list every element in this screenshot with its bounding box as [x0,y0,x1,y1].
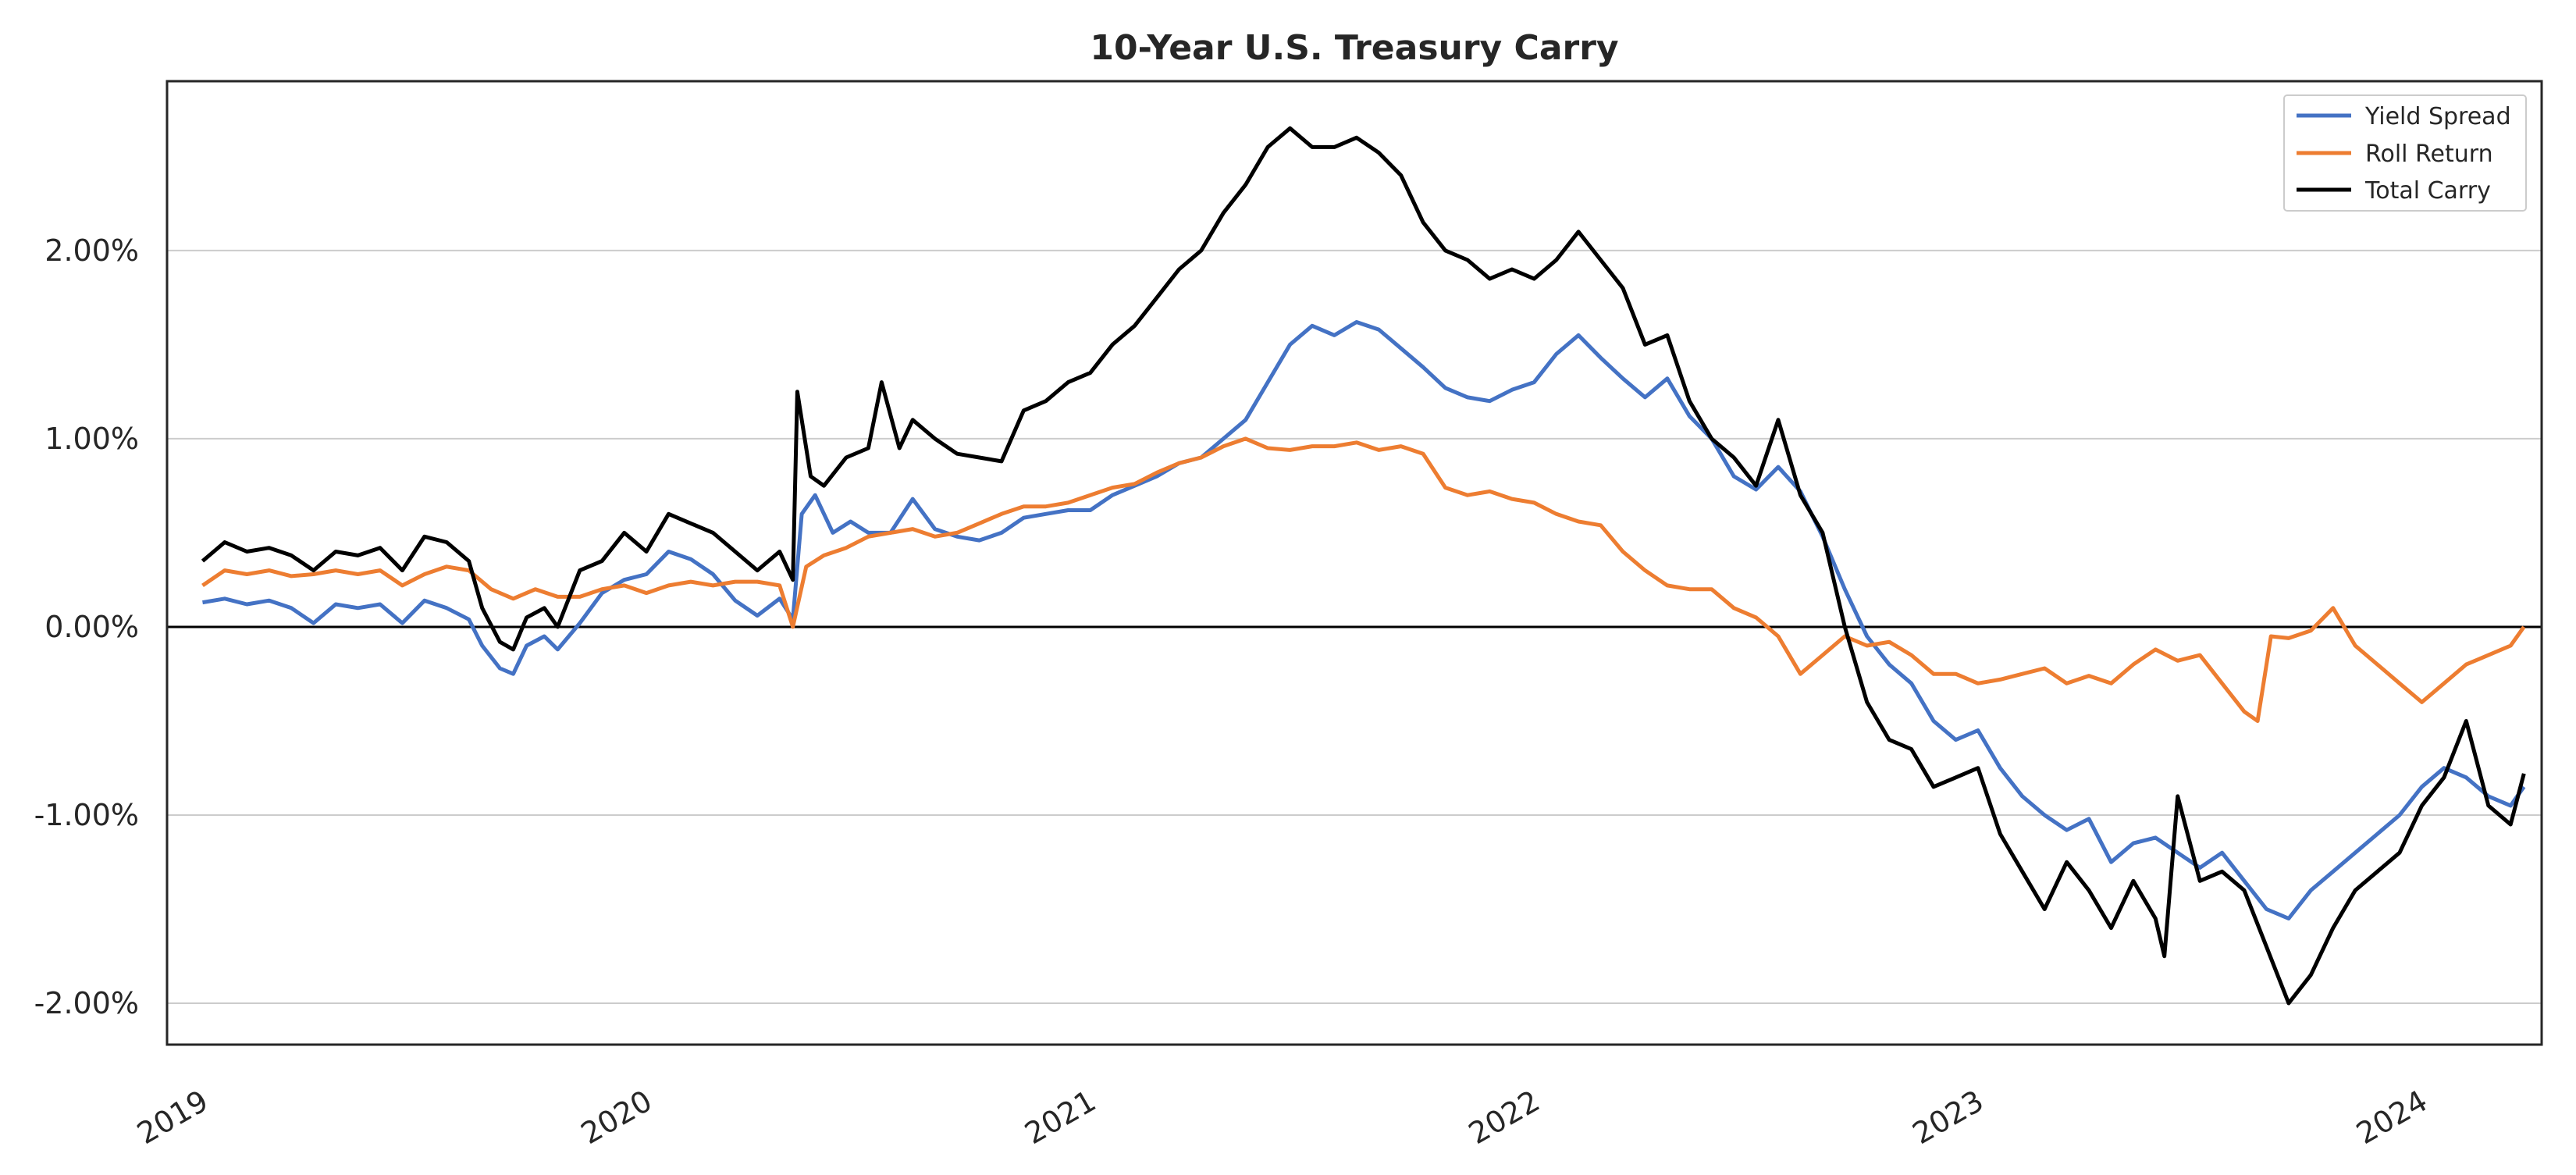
y-tick-label: -2.00% [34,986,139,1020]
y-tick-label: 1.00% [44,422,139,456]
legend: Yield Spread Roll Return Total Carry [2283,94,2527,212]
y-tick-label: 2.00% [44,233,139,268]
y-axis-ticks: -2.00% -1.00% 0.00% 1.00% 2.00% [34,233,139,1020]
y-tick-label: 0.00% [44,610,139,644]
legend-box [2283,94,2527,212]
y-tick-label: -1.00% [34,798,139,832]
legend-label-yield-spread: Yield Spread [2364,103,2511,130]
series-line-yield-spread [202,320,2526,920]
legend-label-roll-return: Roll Return [2365,141,2493,168]
series-line-roll-return [201,436,2526,723]
plot-frame [165,80,2543,1046]
legend-label-total-carry: Total Carry [2364,177,2491,205]
series-layer [201,126,2526,1006]
series-line-total-carry [201,126,2526,1006]
chart-title: 10-Year U.S. Treasury Carry [1090,28,1618,68]
